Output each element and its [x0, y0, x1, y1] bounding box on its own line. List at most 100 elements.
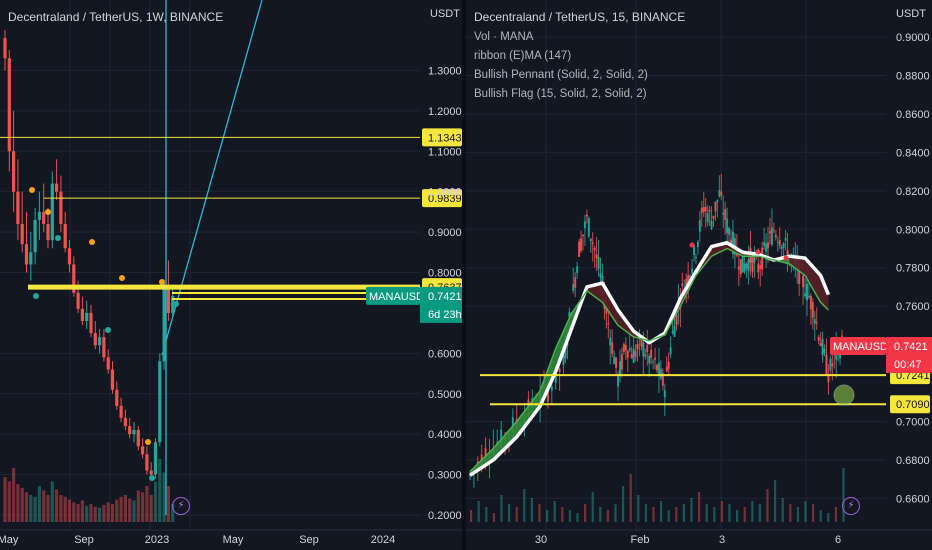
candle-body — [46, 224, 50, 241]
candle-body — [813, 319, 816, 324]
y-tick-label: 0.8000 — [896, 224, 930, 236]
candle-body — [722, 212, 725, 215]
x-tick-label: 3 — [719, 534, 725, 546]
y-tick-label: 0.6600 — [896, 493, 930, 505]
indicator-ema-ribbon[interactable]: ribbon (E)MA (147) — [474, 50, 572, 62]
volume-bar — [842, 468, 845, 522]
indicator-bullish-flag[interactable]: Bullish Flag (15, Solid, 2, Solid, 2) — [474, 88, 647, 100]
lightning-icon[interactable]: ⚡ — [842, 497, 860, 515]
candle-body — [805, 283, 808, 301]
candle-body — [149, 470, 153, 475]
candle-body — [706, 213, 709, 223]
candle-body — [67, 248, 72, 265]
candle-body — [753, 256, 756, 263]
candle-body — [702, 207, 705, 212]
volume-bar — [470, 510, 473, 522]
ema-ribbon-fill — [586, 283, 603, 303]
candle-body — [817, 336, 820, 341]
pane-divider[interactable] — [462, 0, 466, 550]
y-tick-label: 0.8800 — [896, 71, 930, 83]
weekly-chart-pane[interactable]: 1.13430.98390.76371.30001.20001.10001.00… — [0, 0, 462, 550]
volume-bar — [728, 504, 731, 522]
candle-body — [739, 259, 742, 275]
x-tick-label: 2024 — [371, 534, 395, 546]
volume-bar — [72, 502, 76, 522]
candle-body — [823, 348, 826, 354]
trend-line — [161, 0, 263, 356]
ema-ribbon-fill — [805, 258, 821, 303]
intraday-chart[interactable]: 0.7241 0.7090 0.9000 0.8800 0.8600 0.8400 0.82… — [466, 0, 932, 550]
candle-body — [661, 373, 664, 386]
y-tick-label: 0.2000 — [428, 510, 462, 522]
candle-body — [93, 333, 97, 346]
signal-dot — [55, 235, 61, 241]
volume-bar — [508, 504, 511, 522]
candle-body — [745, 263, 748, 269]
volume-bar — [614, 504, 617, 522]
lightning-icon[interactable]: ⚡ — [172, 497, 190, 515]
candle-body — [648, 356, 651, 364]
candle-body — [650, 349, 653, 358]
candle-body — [72, 264, 76, 293]
candle-body — [80, 308, 84, 321]
candle-body — [110, 369, 115, 390]
candle-body — [825, 354, 828, 375]
candle-body — [724, 209, 727, 220]
x-tick-label: 30 — [535, 534, 547, 546]
level-price-tag — [422, 128, 462, 147]
countdown-text: 00:47 — [894, 359, 922, 371]
volume-bar — [652, 507, 655, 522]
candle-body — [652, 361, 655, 363]
candle-body — [85, 312, 89, 321]
candle-body — [751, 255, 754, 272]
candle-body — [162, 288, 166, 362]
volume-bar — [606, 510, 609, 522]
volume-bar — [76, 504, 80, 522]
volume-bar — [7, 481, 11, 522]
candle-body — [562, 355, 565, 365]
indicator-volume[interactable]: Vol · MANA — [474, 31, 534, 43]
current-price-text: 0.7421 — [428, 291, 462, 303]
candle-body — [831, 363, 834, 366]
y-tick-label: 1.0000 — [428, 187, 462, 199]
candle-body — [50, 183, 54, 241]
candle-body — [89, 312, 93, 334]
weekly-currency-label: USDT — [430, 8, 460, 20]
level-price-text: 1.1343 — [428, 132, 462, 144]
candle-body — [693, 245, 696, 256]
volume-bar — [789, 504, 792, 522]
candle-body — [798, 261, 801, 284]
candle-body — [685, 279, 688, 286]
indicator-bullish-pennant[interactable]: Bullish Pennant (Solid, 2, Solid, 2) — [474, 69, 648, 81]
intraday-chart-pane[interactable]: 0.7241 0.7090 0.9000 0.8800 0.8600 0.8400 0.82… — [466, 0, 932, 550]
ema-ribbon-fill — [540, 348, 556, 407]
candle-body — [615, 357, 618, 368]
current-price-text: 0.7421 — [894, 341, 928, 353]
candle-body — [141, 446, 145, 455]
volume-bar — [50, 481, 54, 522]
candle-body — [609, 338, 612, 346]
x-tick-label: Sep — [74, 534, 94, 546]
volume-bar — [98, 507, 102, 522]
ema-ribbon-fill — [602, 283, 619, 326]
candle-body — [657, 362, 660, 376]
volume-bar — [477, 501, 480, 522]
candle-body — [704, 206, 707, 212]
signal-dot — [149, 475, 155, 481]
intraday-currency-label: USDT — [896, 8, 926, 20]
volume-bar — [667, 510, 670, 522]
candle-body — [694, 256, 697, 259]
volume-bar — [660, 501, 663, 522]
candle-body — [578, 241, 581, 257]
volume-bar — [158, 459, 162, 522]
volume-bar — [743, 507, 746, 522]
candle-body — [687, 275, 690, 286]
candle-body — [759, 265, 762, 269]
weekly-chart[interactable]: 1.13430.98390.76371.30001.20001.10001.00… — [0, 0, 462, 550]
volume-bar — [102, 504, 106, 522]
candle-body — [589, 238, 592, 242]
candle-body — [630, 354, 633, 359]
candle-body — [620, 354, 623, 370]
signal-dot — [33, 293, 39, 299]
candle-body — [55, 183, 59, 192]
